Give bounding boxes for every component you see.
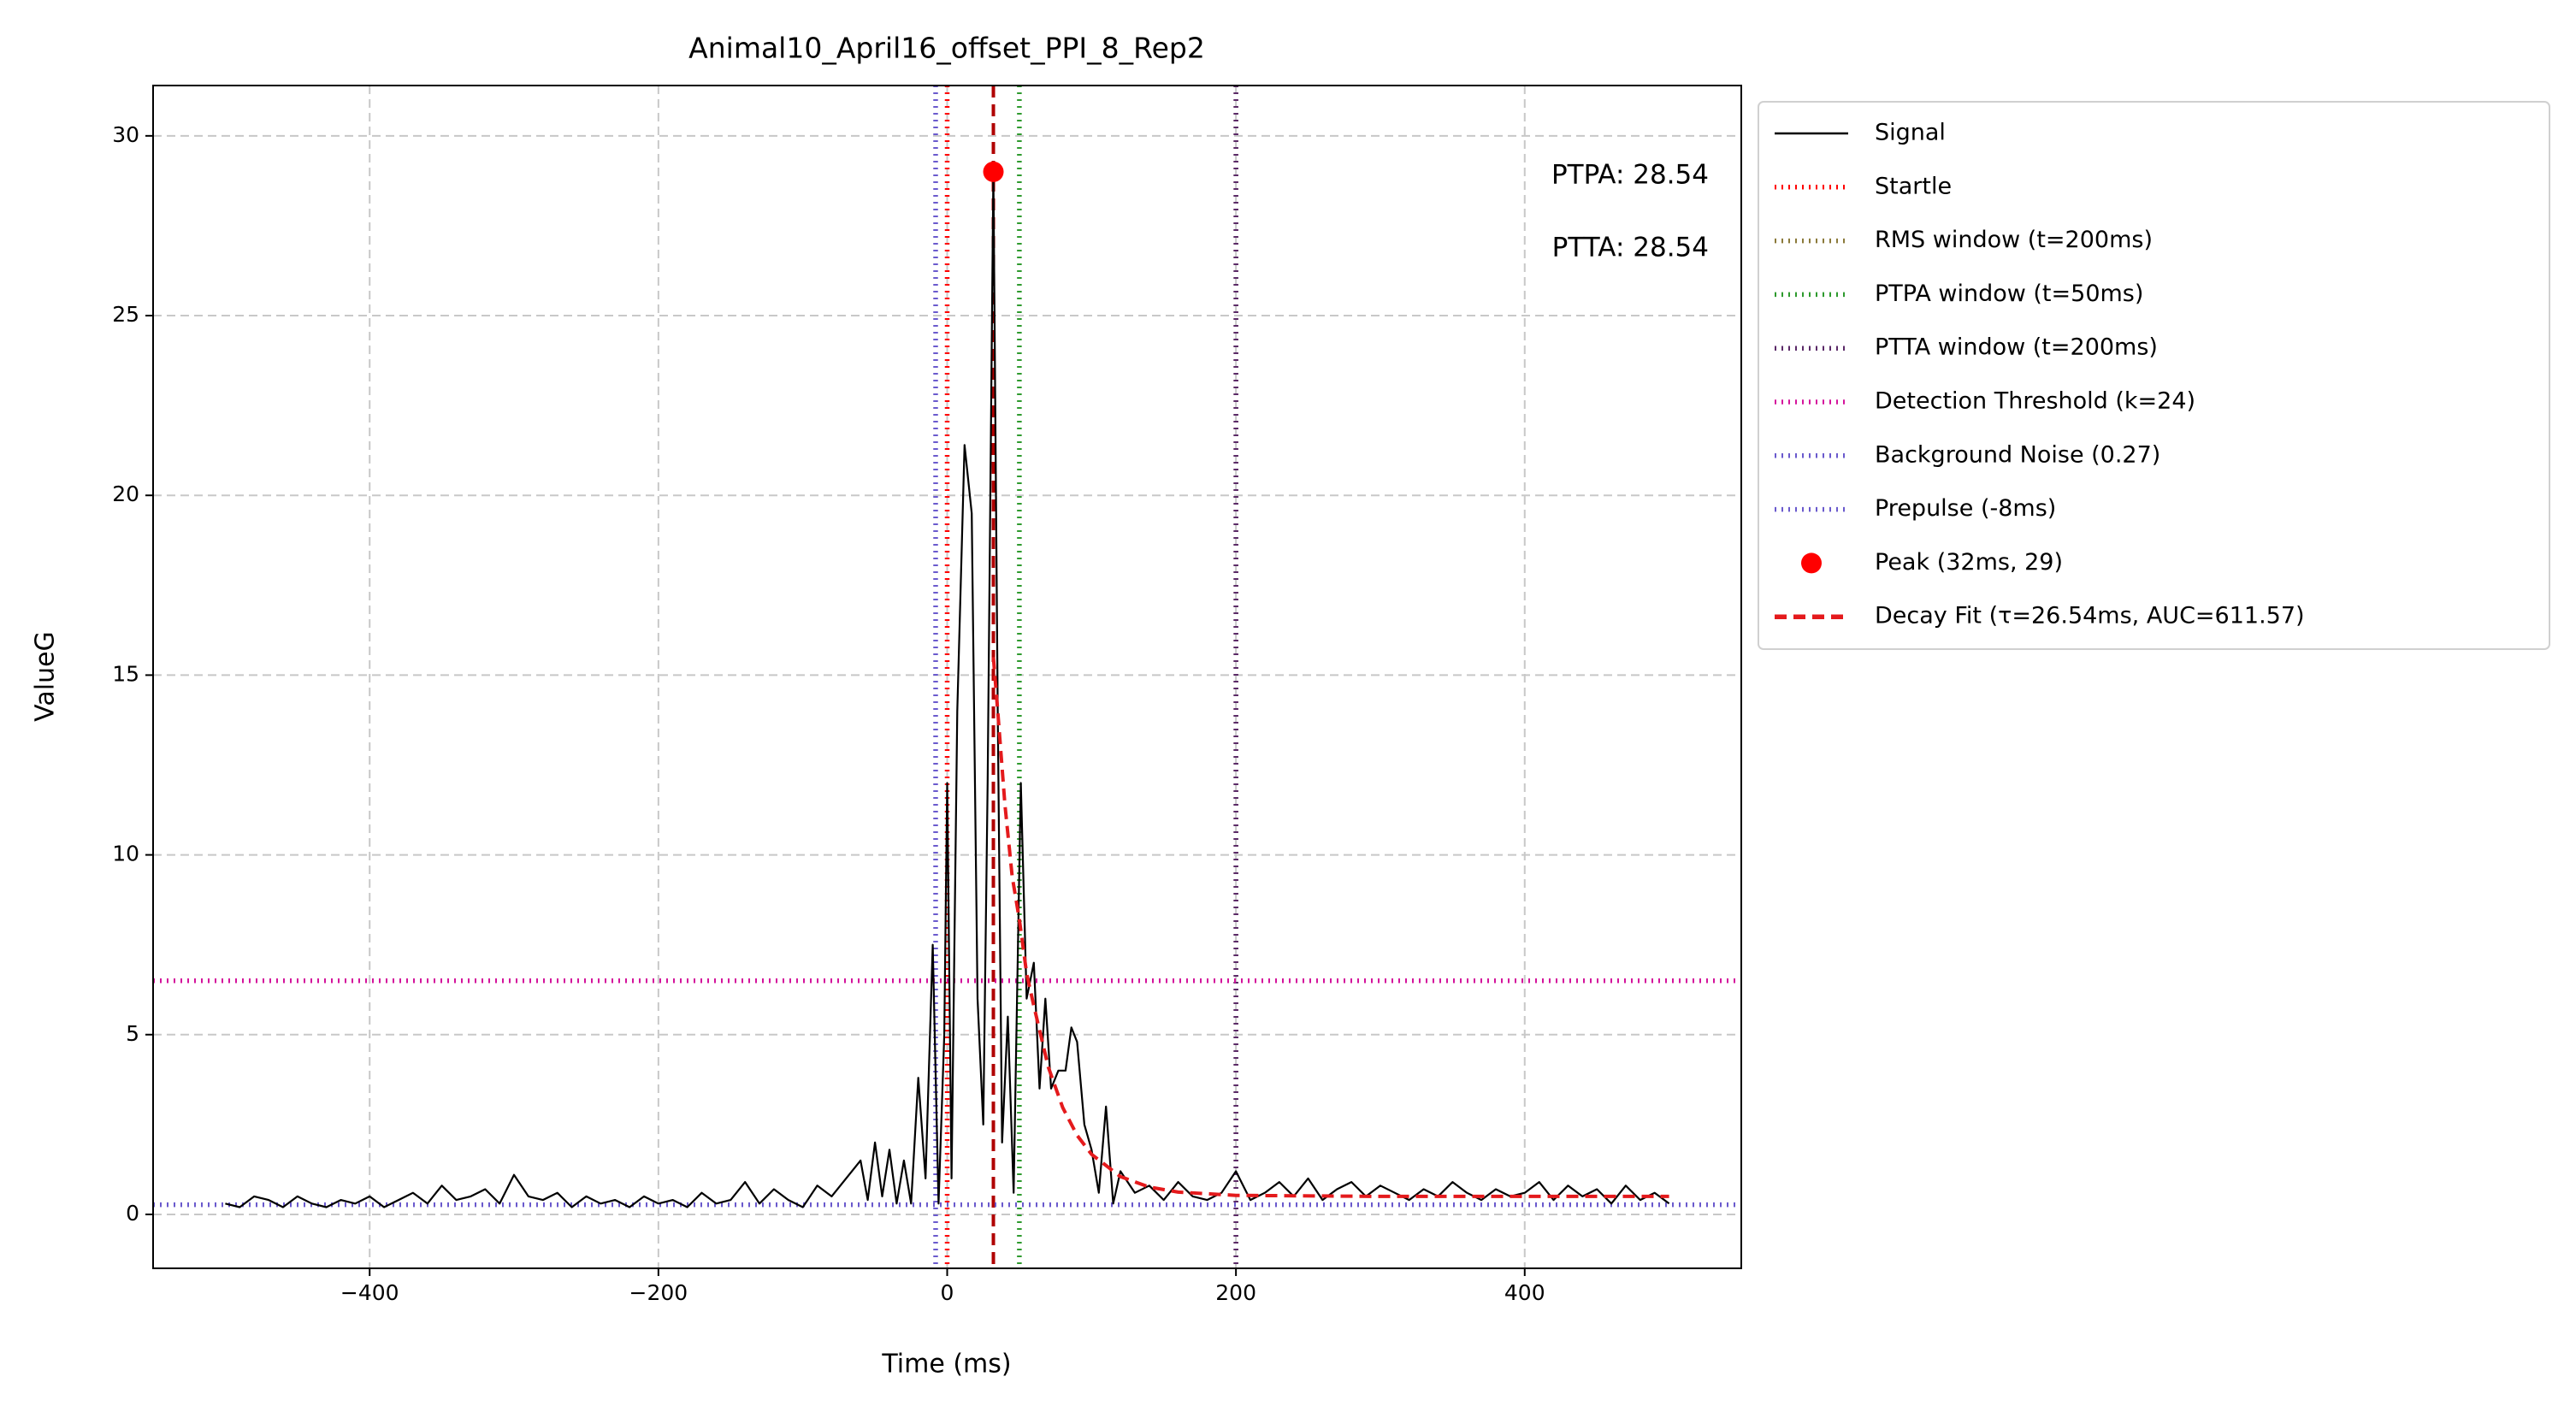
- peak-marker: [983, 161, 1004, 182]
- legend-label: RMS window (t=200ms): [1875, 227, 2153, 253]
- legend-box: [1758, 101, 2550, 650]
- legend-label: Signal: [1875, 120, 1946, 146]
- x-tick-label: −200: [629, 1280, 688, 1305]
- series-line: [225, 170, 1670, 1208]
- legend-label: Detection Threshold (k=24): [1875, 388, 2195, 415]
- x-tick-label: 400: [1504, 1280, 1545, 1305]
- chart-title: Animal10_April16_offset_PPI_8_Rep2: [688, 32, 1205, 65]
- y-tick-label: 5: [126, 1021, 139, 1046]
- x-tick-label: 200: [1215, 1280, 1256, 1305]
- x-tick-label: 0: [941, 1280, 954, 1305]
- legend: Signal Startle RMS window (t=200ms) PTPA wi…: [1758, 101, 2550, 650]
- axes-frame: [152, 85, 1742, 1269]
- legend-label: PTTA window (t=200ms): [1875, 334, 2158, 361]
- x-tick-label: −400: [340, 1280, 399, 1305]
- legend-label: Background Noise (0.27): [1875, 441, 2160, 468]
- y-tick-label: 15: [112, 661, 139, 686]
- series-line: [991, 657, 1669, 1198]
- y-axis-label: ValueG: [31, 631, 61, 722]
- legend-label: Peak (32ms, 29): [1875, 549, 2063, 576]
- legend-label: PTPA window (t=50ms): [1875, 281, 2143, 307]
- y-tick-label: 10: [112, 842, 139, 866]
- legend-swatch: [1801, 552, 1822, 574]
- y-tick-label: 25: [112, 302, 139, 327]
- plot-area: [153, 86, 1741, 1268]
- legend-label: Prepulse (-8ms): [1875, 495, 2056, 522]
- annotation: PTPA: 28.54: [1551, 160, 1709, 191]
- x-axis-label: Time (ms): [881, 1350, 1011, 1380]
- y-tick-label: 20: [112, 481, 139, 506]
- annotation: PTTA: 28.54: [1552, 233, 1709, 263]
- legend-label: Startle: [1875, 173, 1952, 199]
- y-tick-label: 30: [112, 122, 139, 147]
- legend-label: Decay Fit (τ=26.54ms, AUC=611.57): [1875, 603, 2305, 629]
- y-tick-label: 0: [126, 1201, 139, 1226]
